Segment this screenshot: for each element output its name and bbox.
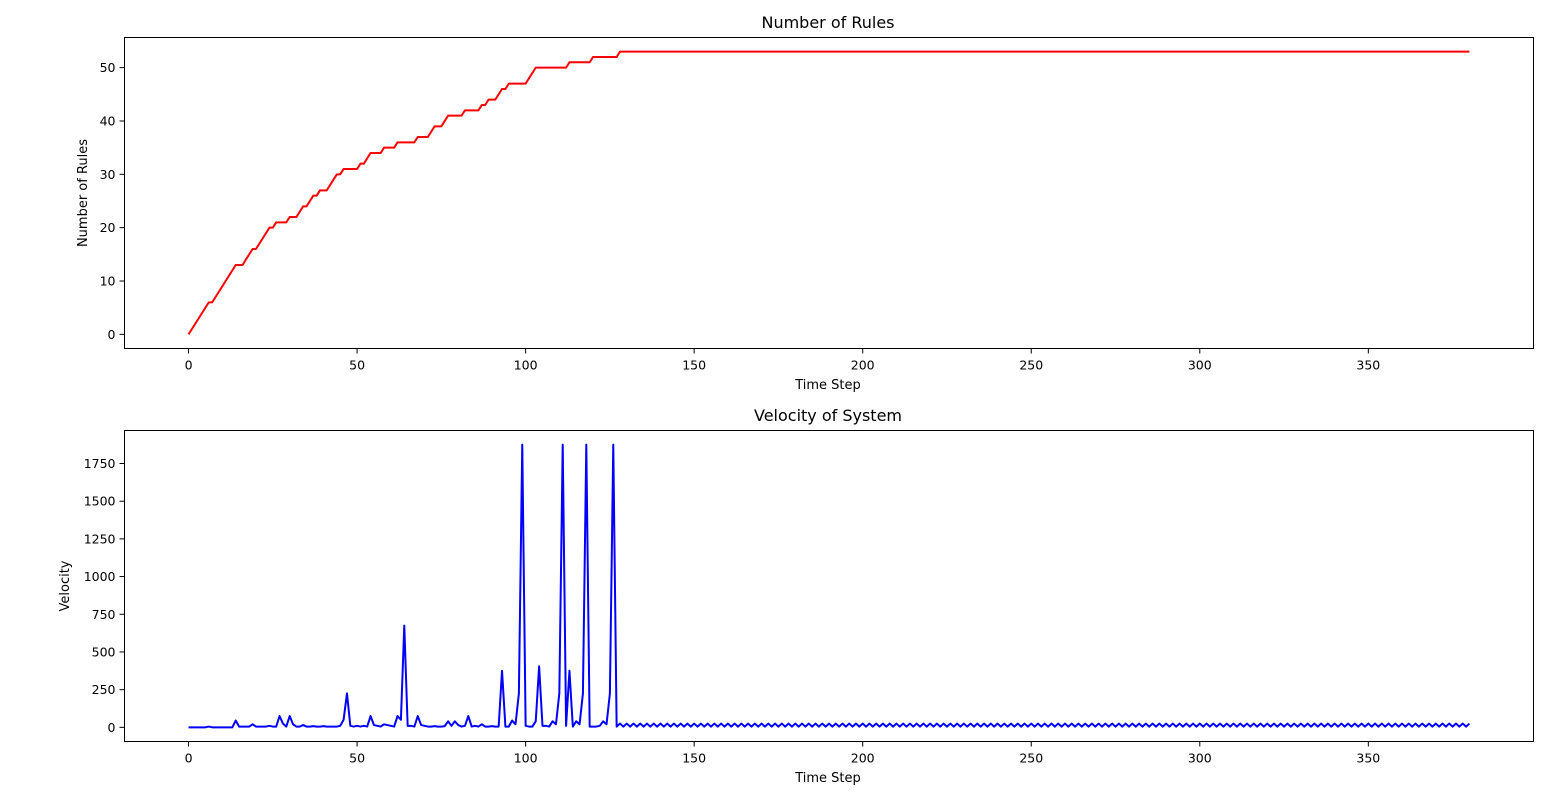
velocity-chart-ylabel: Velocity — [58, 560, 73, 611]
velocity-chart-title: Velocity of System — [754, 406, 902, 425]
rules-chart-y-ticks: 0 10 20 30 40 50 — [100, 60, 125, 342]
rules-chart-x-tick-label: 100 — [514, 358, 538, 373]
velocity-chart-series-line — [188, 443, 1471, 729]
rules-chart-y-tick-label: 30 — [100, 167, 116, 182]
velocity-chart-x-tick-label: 200 — [851, 751, 875, 766]
velocity-chart-y-tick-label: 0 — [108, 720, 116, 735]
rules-chart-x-tick-label: 350 — [1356, 358, 1380, 373]
velocity-chart-x-tick-label: 150 — [682, 751, 706, 766]
velocity-chart-x-ticks: 0 50 100 150 200 250 300 350 — [185, 741, 1380, 766]
rules-chart-series-line — [187, 50, 1470, 335]
velocity-chart-y-tick-label: 500 — [92, 644, 116, 659]
rules-chart-series — [187, 50, 1470, 335]
rules-chart-ylabel: Number of Rules — [76, 139, 91, 247]
rules-chart-x-ticks: 0 50 100 150 200 250 300 350 — [185, 348, 1380, 373]
rules-chart-x-tick-label: 250 — [1019, 358, 1043, 373]
velocity-chart-series — [188, 443, 1471, 729]
velocity-chart-x-tick-label: 250 — [1019, 751, 1043, 766]
velocity-chart-x-tick-label: 50 — [349, 751, 365, 766]
rules-chart-frame — [124, 37, 1534, 349]
rules-chart-y-tick-label: 0 — [108, 327, 116, 342]
velocity-chart-x-tick-label: 100 — [514, 751, 538, 766]
velocity-chart-x-tick-label: 300 — [1188, 751, 1212, 766]
velocity-chart-x-tick-label: 0 — [185, 751, 193, 766]
velocity-chart-xlabel: Time Step — [794, 771, 861, 786]
rules-chart-y-tick-label: 40 — [100, 113, 116, 128]
velocity-chart-frame — [124, 430, 1534, 742]
velocity-chart-y-tick-label: 1500 — [84, 494, 116, 509]
velocity-chart: Velocity of System Time Step Velocity 0 5… — [58, 406, 1534, 786]
rules-chart-x-tick-label: 50 — [349, 358, 365, 373]
rules-chart-title: Number of Rules — [761, 13, 894, 32]
rules-chart-x-tick-label: 200 — [851, 358, 875, 373]
rules-chart-xlabel: Time Step — [794, 378, 861, 393]
velocity-chart-y-tick-label: 250 — [92, 682, 116, 697]
rules-chart-y-tick-label: 50 — [100, 60, 116, 75]
rules-chart-x-tick-label: 150 — [682, 358, 706, 373]
velocity-chart-y-tick-label: 1000 — [84, 569, 116, 584]
velocity-chart-x-tick-label: 350 — [1356, 751, 1380, 766]
velocity-chart-y-ticks: 0 250 500 750 1000 1250 1500 1750 — [84, 456, 125, 735]
rules-chart-y-tick-label: 10 — [100, 274, 116, 289]
rules-chart: Number of Rules Time Step Number of Rule… — [76, 13, 1534, 393]
rules-chart-x-tick-label: 0 — [185, 358, 193, 373]
rules-chart-x-tick-label: 300 — [1188, 358, 1212, 373]
velocity-chart-y-tick-label: 1750 — [84, 456, 116, 471]
velocity-chart-y-tick-label: 1250 — [84, 531, 116, 546]
velocity-chart-y-tick-label: 750 — [92, 607, 116, 622]
rules-chart-y-tick-label: 20 — [100, 220, 116, 235]
